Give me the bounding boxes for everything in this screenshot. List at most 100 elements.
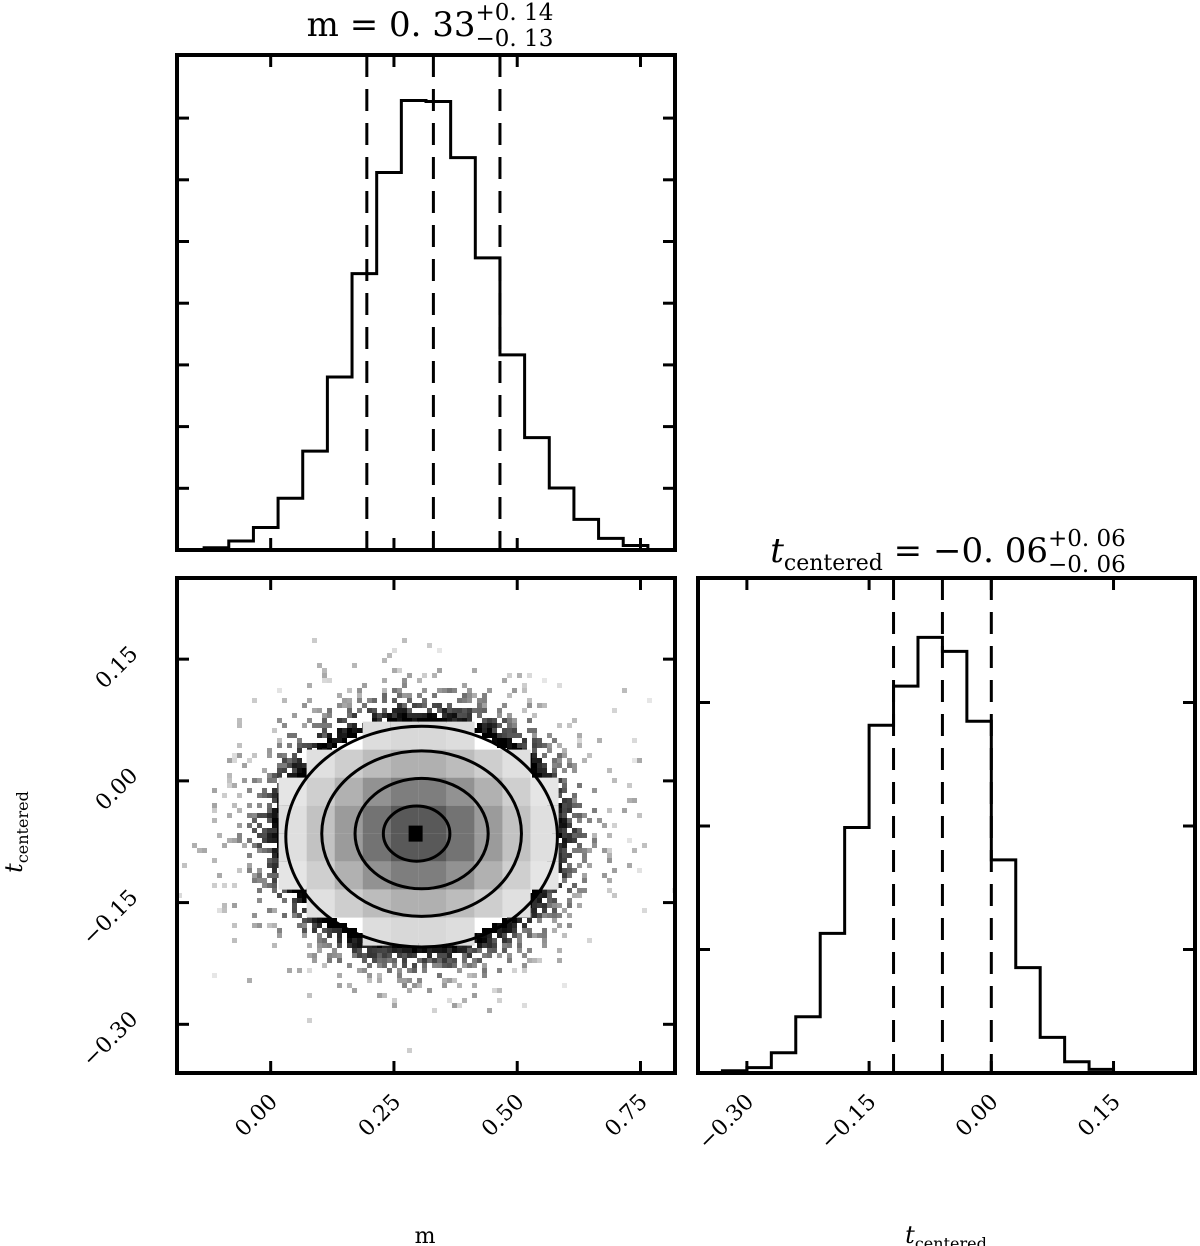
density-pixel: [592, 808, 597, 813]
density-pixel: [552, 758, 557, 763]
density-pixel: [437, 648, 442, 653]
density-pixel: [417, 678, 422, 683]
density-pixel: [637, 813, 642, 818]
density-pixel: [377, 978, 382, 983]
density-pixel: [542, 933, 547, 938]
density-cell: [446, 833, 475, 862]
density-pixel: [272, 773, 277, 778]
density-pixel: [487, 688, 492, 693]
density-pixel: [572, 868, 577, 873]
density-pixel: [382, 958, 387, 963]
density-pixel: [552, 768, 557, 773]
density-pixel: [307, 698, 312, 703]
density-pixel: [442, 948, 447, 953]
density-pixel: [382, 708, 387, 713]
density-pixel: [272, 813, 277, 818]
density-pixel: [312, 743, 317, 748]
density-pixel: [557, 948, 562, 953]
m-vs-t-xtick-label-3: 0.75: [600, 1090, 652, 1142]
density-pixel: [532, 768, 537, 773]
density-pixel: [532, 763, 537, 768]
density-pixel: [462, 953, 467, 958]
density-pixel: [432, 958, 437, 963]
density-pixel: [417, 713, 422, 718]
density-pixel: [357, 693, 362, 698]
density-pixel: [552, 763, 557, 768]
density-pixel: [267, 778, 272, 783]
density-pixel: [387, 653, 392, 658]
density-pixel: [577, 863, 582, 868]
density-pixel: [562, 848, 567, 853]
density-pixel: [437, 963, 442, 968]
density-pixel: [332, 948, 337, 953]
density-pixel: [557, 828, 562, 833]
density-pixel: [252, 698, 257, 703]
density-pixel: [567, 763, 572, 768]
density-pixel: [442, 688, 447, 693]
density-pixel: [402, 683, 407, 688]
density-pixel: [607, 848, 612, 853]
density-pixel: [347, 708, 352, 713]
density-pixel: [492, 728, 497, 733]
density-pixel: [557, 723, 562, 728]
density-pixel: [267, 773, 272, 778]
density-pixel: [532, 728, 537, 733]
density-pixel: [562, 833, 567, 838]
density-pixel: [507, 693, 512, 698]
density-pixel: [352, 938, 357, 943]
density-pixel: [437, 958, 442, 963]
density-pixel: [487, 723, 492, 728]
density-pixel: [267, 858, 272, 863]
density-pixel: [222, 843, 227, 848]
density-pixel: [237, 723, 242, 728]
density-pixel: [582, 878, 587, 883]
density-pixel: [232, 903, 237, 908]
density-pixel: [497, 953, 502, 958]
density-pixel: [262, 793, 267, 798]
density-pixel: [312, 723, 317, 728]
density-pixel: [217, 908, 222, 913]
density-pixel: [337, 718, 342, 723]
density-pixel: [532, 903, 537, 908]
density-pixel: [297, 913, 302, 918]
density-pixel: [557, 778, 562, 783]
density-pixel: [367, 963, 372, 968]
density-pixel: [452, 948, 457, 953]
density-pixel: [342, 698, 347, 703]
density-pixel: [557, 823, 562, 828]
density-pixel: [487, 1008, 492, 1013]
density-pixel: [572, 768, 577, 773]
density-pixel: [272, 818, 277, 823]
density-pixel: [477, 723, 482, 728]
density-pixel: [222, 903, 227, 908]
density-pixel: [272, 888, 277, 893]
density-pixel: [537, 758, 542, 763]
density-pixel: [382, 993, 387, 998]
density-pixel: [227, 783, 232, 788]
density-pixel: [502, 738, 507, 743]
density-pixel: [482, 703, 487, 708]
density-pixel: [577, 803, 582, 808]
density-pixel: [242, 778, 247, 783]
density-pixel: [272, 798, 277, 803]
density-pixel: [272, 923, 277, 928]
density-pixel: [357, 948, 362, 953]
density-pixel: [352, 988, 357, 993]
density-pixel: [177, 893, 182, 898]
density-pixel: [337, 738, 342, 743]
m-vs-t-contours: [284, 724, 559, 949]
density-pixel: [427, 643, 432, 648]
density-pixel: [382, 713, 387, 718]
density-pixel: [427, 713, 432, 718]
density-pixel: [392, 708, 397, 713]
density-pixel: [537, 768, 542, 773]
density-pixel: [432, 703, 437, 708]
density-pixel: [352, 953, 357, 958]
density-pixel: [302, 928, 307, 933]
density-pixel: [527, 948, 532, 953]
density-pixel: [432, 693, 437, 698]
density-pixel: [447, 708, 452, 713]
density-pixel: [452, 718, 457, 723]
density-pixel: [487, 943, 492, 948]
